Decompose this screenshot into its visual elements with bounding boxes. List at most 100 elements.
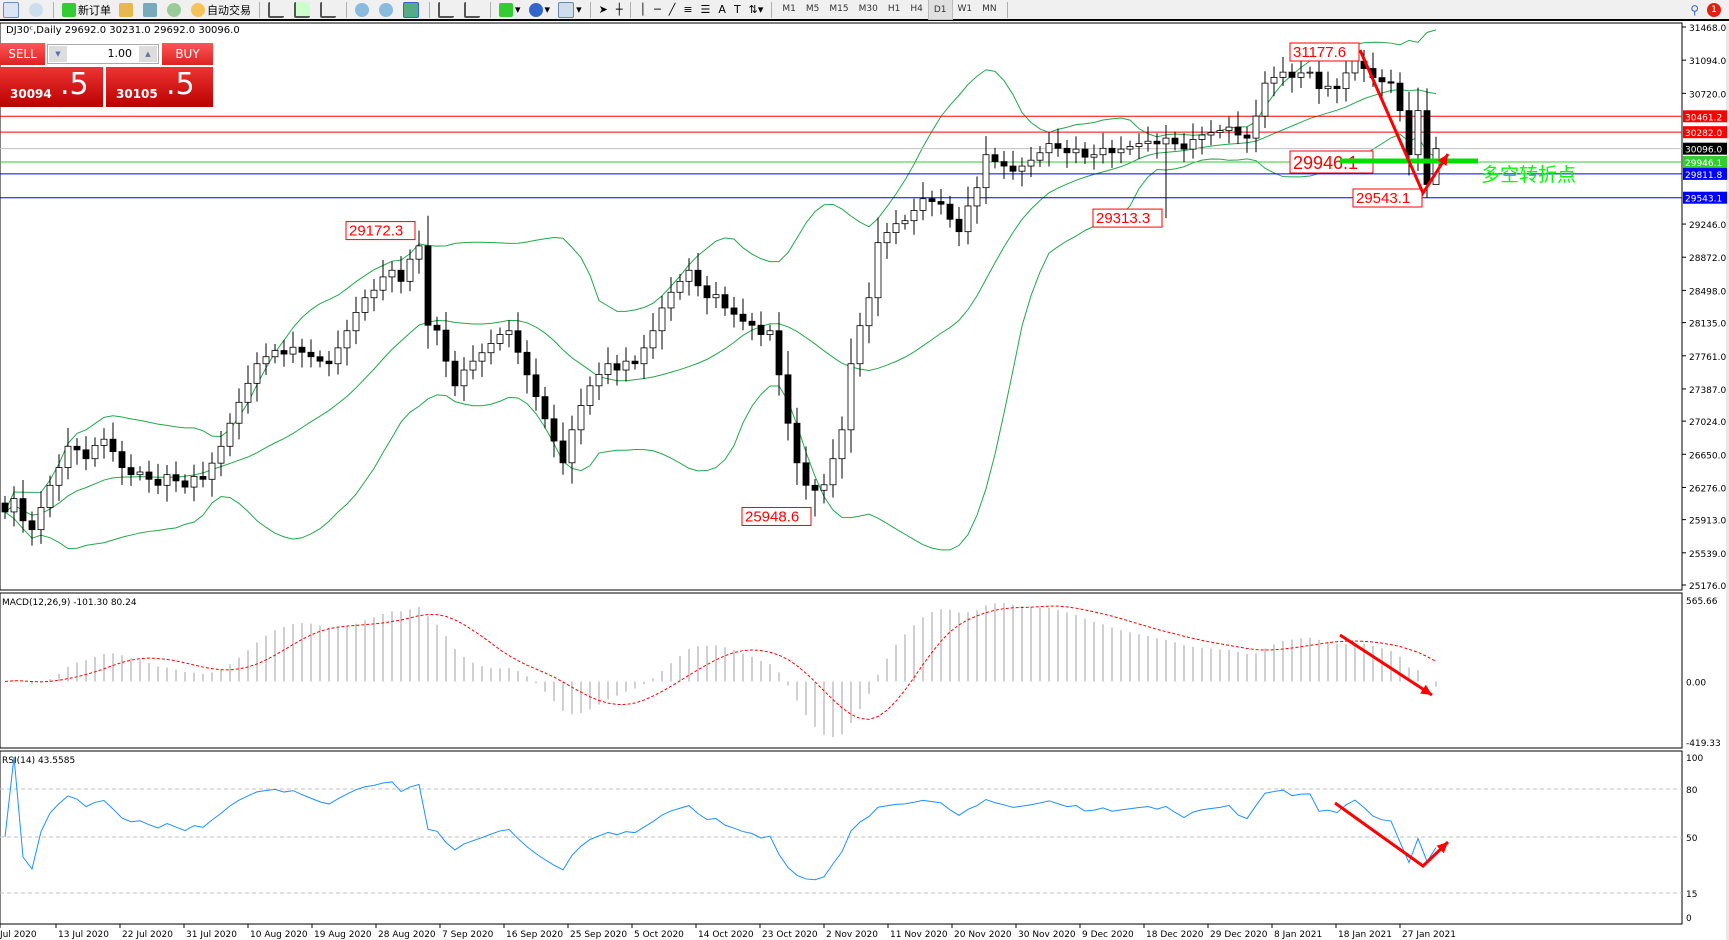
bullish-candle bbox=[640, 347, 648, 365]
toolbar-right: ⚲ 1 bbox=[1690, 2, 1729, 17]
search-icon[interactable]: ⚲ bbox=[1690, 2, 1699, 17]
new-order-button[interactable]: 新订单 bbox=[59, 0, 114, 19]
lot-input[interactable] bbox=[68, 46, 132, 61]
timeframe-m1[interactable]: M1 bbox=[782, 3, 796, 14]
bearish-candle bbox=[1, 502, 9, 513]
timeframe-m5[interactable]: M5 bbox=[805, 3, 820, 14]
autoscroll-button[interactable] bbox=[435, 0, 459, 19]
timeframe-m30[interactable]: M30 bbox=[858, 3, 878, 14]
bearish-candle bbox=[811, 484, 819, 491]
bullish-candle bbox=[820, 484, 828, 491]
horizontal-line-button[interactable]: ─ bbox=[651, 0, 664, 19]
arrows-button[interactable]: ⇅▾ bbox=[746, 0, 767, 19]
auto-trading-button[interactable]: 自动交易 bbox=[188, 0, 254, 19]
periods-button[interactable]: ▾ bbox=[526, 0, 554, 19]
navigator-button[interactable] bbox=[140, 0, 162, 19]
cursor-button[interactable]: ➤ bbox=[596, 0, 611, 19]
metaeditor-button[interactable] bbox=[116, 0, 138, 19]
candlestick-icon bbox=[294, 1, 310, 18]
zoom-chart-button[interactable] bbox=[26, 0, 48, 19]
price-level-tag bbox=[1683, 155, 1727, 168]
main-chart-panel bbox=[0, 22, 1683, 591]
bullish-candle bbox=[982, 154, 990, 189]
new-chart-button[interactable] bbox=[0, 0, 24, 19]
lot-increase-button[interactable]: ▲ bbox=[139, 46, 157, 62]
bearish-candle bbox=[19, 498, 27, 522]
bar-chart-button[interactable] bbox=[265, 0, 289, 19]
fibonacci-button[interactable]: ≡ bbox=[680, 0, 695, 19]
price-annotation-box bbox=[741, 506, 812, 526]
bullish-candle bbox=[1324, 85, 1332, 90]
fibo-retracement-button[interactable]: ☰ bbox=[698, 0, 714, 19]
candlestick-button[interactable] bbox=[291, 0, 315, 19]
bullish-candle bbox=[964, 205, 972, 233]
buy-button[interactable]: BUY bbox=[162, 43, 213, 65]
bearish-candle bbox=[1405, 110, 1413, 156]
tile-windows-button[interactable] bbox=[400, 0, 424, 19]
indicators-button[interactable]: ▾ bbox=[496, 0, 524, 19]
vertical-line-button[interactable]: │ bbox=[636, 0, 649, 19]
signals-button[interactable] bbox=[164, 0, 186, 19]
bullish-candle bbox=[1225, 126, 1233, 131]
date-axis-label: 19 Aug 2020 bbox=[314, 930, 372, 940]
bullish-candle bbox=[1414, 110, 1422, 156]
trendline-icon: ╱ bbox=[668, 3, 676, 16]
tile-windows-icon bbox=[403, 1, 419, 18]
bullish-candle bbox=[361, 297, 369, 313]
timeframe-h4[interactable]: H4 bbox=[910, 3, 923, 14]
zoom-in-button[interactable] bbox=[352, 0, 374, 19]
bullish-candle bbox=[1027, 159, 1035, 167]
bearish-candle bbox=[631, 360, 639, 365]
buy-price-button[interactable]: 30105 .5 bbox=[106, 67, 213, 107]
timeframe-h1[interactable]: H1 bbox=[887, 3, 901, 14]
bullish-candle bbox=[856, 325, 864, 365]
autoscroll-icon bbox=[438, 1, 454, 18]
bearish-candle bbox=[1333, 85, 1341, 90]
sell-price-button[interactable]: 30094 .5 bbox=[0, 67, 103, 107]
bullish-candle bbox=[1162, 137, 1170, 145]
price-annotation: 29946.1 bbox=[1293, 153, 1358, 173]
bearish-candle bbox=[1054, 143, 1062, 149]
text-label-button[interactable]: T bbox=[731, 0, 744, 19]
date-axis-label: 18 Dec 2020 bbox=[1146, 930, 1204, 940]
bullish-candle bbox=[712, 294, 720, 299]
bullish-candle bbox=[883, 232, 891, 244]
rsi-line bbox=[4, 756, 1437, 881]
bearish-candle bbox=[280, 350, 288, 355]
crosshair-button[interactable]: ┼ bbox=[613, 0, 626, 19]
rsi-axis-label: 0 bbox=[1686, 914, 1692, 924]
timeframe-mn[interactable]: MN bbox=[982, 3, 997, 14]
trendline-button[interactable]: ╱ bbox=[666, 0, 679, 19]
line-chart-button[interactable] bbox=[317, 0, 341, 19]
bullish-candle bbox=[262, 356, 270, 365]
notification-badge[interactable]: 1 bbox=[1707, 2, 1721, 17]
bearish-candle bbox=[298, 346, 306, 353]
bullish-candle bbox=[1090, 154, 1098, 158]
zoom-out-button[interactable] bbox=[376, 0, 398, 19]
text-button[interactable]: A bbox=[715, 0, 729, 19]
bearish-candle bbox=[946, 203, 954, 220]
timeframe-m15[interactable]: M15 bbox=[829, 3, 849, 14]
bearish-candle bbox=[118, 451, 126, 468]
bullish-candle bbox=[667, 291, 675, 309]
timeframe-d1[interactable]: D1 bbox=[927, 0, 953, 20]
chart-shift-button[interactable] bbox=[461, 0, 485, 19]
zoom-in-icon bbox=[355, 2, 369, 17]
bullish-candle bbox=[208, 462, 216, 480]
date-axis-label: 2 Nov 2020 bbox=[826, 930, 878, 940]
templates-button[interactable]: ▾ bbox=[555, 0, 585, 19]
bearish-candle bbox=[802, 462, 810, 486]
bearish-candle bbox=[532, 374, 540, 398]
bearish-candle bbox=[730, 307, 738, 315]
price-level-tag bbox=[1683, 167, 1727, 180]
sell-button[interactable]: SELL bbox=[0, 43, 45, 65]
bullish-candle bbox=[919, 198, 927, 211]
bearish-candle bbox=[442, 329, 450, 362]
new-chart-icon bbox=[3, 1, 19, 18]
indicators-icon bbox=[499, 2, 513, 17]
lot-decrease-button[interactable]: ▼ bbox=[49, 46, 67, 62]
lot-stepper: ▼ ▲ bbox=[47, 44, 159, 64]
bearish-candle bbox=[1243, 134, 1251, 139]
timeframe-w1[interactable]: W1 bbox=[957, 3, 973, 14]
